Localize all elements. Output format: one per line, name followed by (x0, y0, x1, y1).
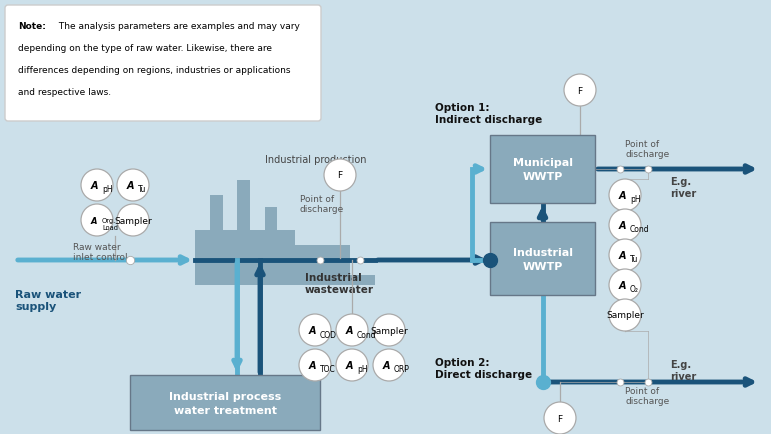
Text: Note:: Note: (18, 22, 46, 31)
Circle shape (299, 314, 331, 346)
Text: E.g.
river: E.g. river (670, 177, 696, 199)
Circle shape (81, 169, 113, 201)
Text: COD: COD (320, 331, 337, 339)
Text: Municipal
WWTP: Municipal WWTP (513, 158, 573, 182)
Text: A: A (618, 191, 626, 201)
Polygon shape (195, 180, 375, 285)
Text: Industrial
WWTP: Industrial WWTP (513, 247, 573, 272)
Text: A: A (618, 281, 626, 291)
Text: Tu: Tu (630, 256, 638, 264)
Circle shape (609, 269, 641, 301)
Text: A: A (126, 181, 133, 191)
Text: A: A (345, 361, 353, 371)
Text: TOC: TOC (320, 365, 335, 375)
Text: Cond: Cond (357, 331, 376, 339)
Text: A: A (345, 326, 353, 336)
Text: O₂: O₂ (630, 286, 639, 295)
FancyBboxPatch shape (490, 222, 595, 295)
Text: Sampler: Sampler (370, 326, 408, 335)
Text: Cond: Cond (630, 226, 650, 234)
Text: A: A (382, 361, 390, 371)
Text: Tu: Tu (138, 185, 146, 194)
Text: pH: pH (630, 195, 641, 204)
Text: E.g.
river: E.g. river (670, 360, 696, 381)
Circle shape (373, 314, 405, 346)
Text: Industrial process
water treatment: Industrial process water treatment (169, 391, 281, 415)
Circle shape (544, 402, 576, 434)
Circle shape (609, 179, 641, 211)
Text: The analysis parameters are examples and may vary: The analysis parameters are examples and… (56, 22, 300, 31)
Circle shape (117, 169, 149, 201)
Circle shape (564, 74, 596, 106)
Text: Org.
Load: Org. Load (102, 218, 118, 231)
Text: Industrial
wastewater: Industrial wastewater (305, 273, 374, 295)
FancyBboxPatch shape (490, 135, 595, 203)
Text: Industrial production: Industrial production (265, 155, 366, 165)
Text: A: A (90, 181, 98, 191)
Text: Point of
discharge: Point of discharge (300, 195, 344, 214)
Text: F: F (577, 86, 583, 95)
Text: and respective laws.: and respective laws. (18, 88, 111, 97)
Text: Sampler: Sampler (114, 217, 152, 226)
Text: Raw water
supply: Raw water supply (15, 290, 81, 312)
Text: A: A (91, 217, 97, 226)
Text: pH: pH (102, 185, 113, 194)
Text: A: A (618, 221, 626, 231)
Text: Point of
discharge: Point of discharge (625, 387, 669, 406)
Circle shape (373, 349, 405, 381)
FancyBboxPatch shape (5, 5, 321, 121)
Text: F: F (338, 171, 342, 181)
Text: Sampler: Sampler (606, 312, 644, 320)
Circle shape (324, 159, 356, 191)
Circle shape (609, 239, 641, 271)
Text: differences depending on regions, industries or applications: differences depending on regions, indust… (18, 66, 291, 75)
Text: Option 2:
Direct discharge: Option 2: Direct discharge (435, 358, 532, 380)
Circle shape (117, 204, 149, 236)
Circle shape (81, 204, 113, 236)
Text: A: A (618, 251, 626, 261)
FancyBboxPatch shape (130, 375, 320, 430)
Text: pH: pH (357, 365, 368, 375)
Text: depending on the type of raw water. Likewise, there are: depending on the type of raw water. Like… (18, 44, 272, 53)
Text: A: A (308, 326, 316, 336)
Circle shape (336, 349, 368, 381)
Circle shape (609, 299, 641, 331)
Text: A: A (308, 361, 316, 371)
Text: Point of
discharge: Point of discharge (625, 140, 669, 159)
Text: F: F (557, 414, 563, 424)
Text: ORP: ORP (394, 365, 410, 375)
Circle shape (299, 349, 331, 381)
Text: Option 1:
Indirect discharge: Option 1: Indirect discharge (435, 103, 542, 125)
Circle shape (336, 314, 368, 346)
Circle shape (609, 209, 641, 241)
Text: Raw water
inlet control: Raw water inlet control (73, 243, 128, 263)
